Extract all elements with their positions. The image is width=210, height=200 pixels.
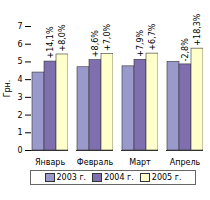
svg-text:2: 2 [17,111,22,120]
svg-text:+8,6%: +8,6% [91,30,100,57]
svg-text:+8,0%: +8,0% [58,24,67,51]
svg-text:Февраль: Февраль [77,158,114,167]
svg-text:Грн.: Грн. [3,80,12,98]
svg-text:6: 6 [17,40,22,49]
svg-text:0: 0 [17,146,22,155]
svg-text:Апрель: Апрель [170,158,201,167]
svg-text:+18,3%: +18,3% [193,13,202,46]
svg-text:Январь: Январь [35,158,65,167]
html-text:2005 г.: 2005 г. [151,173,182,182]
svg-text:3: 3 [17,93,22,102]
svg-text:5: 5 [17,57,22,66]
svg-text:-2,8%: -2,8% [181,38,190,62]
html-text:2004 г.: 2004 г. [104,173,134,182]
svg-text:4: 4 [17,75,22,84]
svg-text:+6,7%: +6,7% [148,23,157,50]
svg-text:1: 1 [17,128,22,137]
svg-text:+7,9%: +7,9% [136,29,145,56]
svg-text:Март: Март [129,158,151,167]
html-text:2003 г.: 2003 г. [56,173,87,182]
svg-text:+7,0%: +7,0% [103,24,112,51]
svg-text:+14,1%: +14,1% [46,26,55,59]
svg-text:7: 7 [17,22,22,31]
